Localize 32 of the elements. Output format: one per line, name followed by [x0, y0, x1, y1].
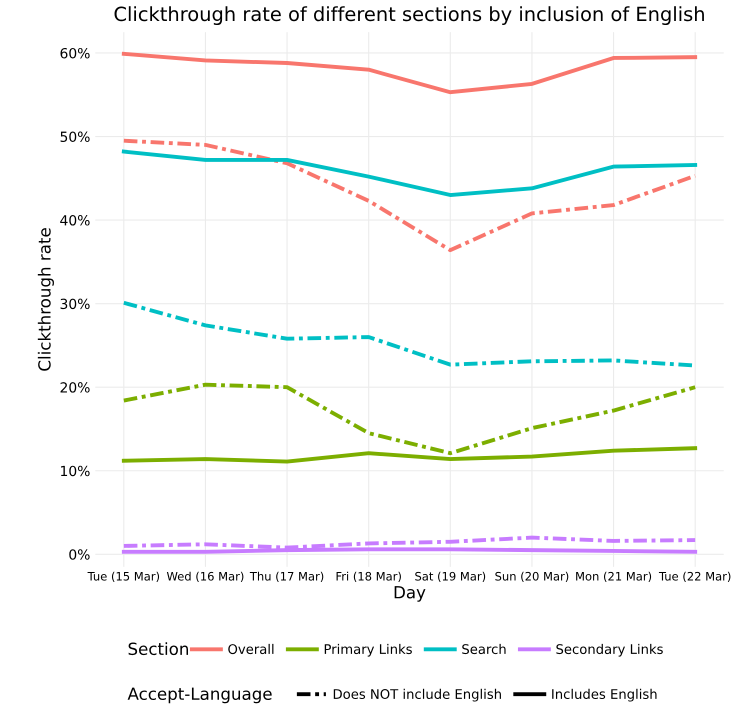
y-axis-title: Clickthrough rate	[38, 228, 54, 371]
y-tick-label: 30%	[60, 298, 90, 310]
x-tick-label: Mon (21 Mar)	[576, 572, 652, 582]
line-series	[122, 52, 698, 94]
chart-title: Clickthrough rate of different sections by inclusion of English	[114, 6, 704, 26]
y-tick-label: 10%	[61, 466, 90, 476]
x-tick-label: Sat (19 Mar)	[415, 572, 486, 582]
x-tick-label: Wed (16 Mar)	[166, 572, 244, 582]
y-tick-label: 60%	[60, 48, 90, 58]
line-series	[122, 150, 698, 197]
text: Includes English	[552, 688, 657, 702]
x-tick-label: Tue (22 Mar)	[658, 572, 730, 582]
x-axis-title: Day	[394, 586, 426, 602]
legend-label: Overall	[228, 644, 274, 654]
x-tick-label: Thu (17 Mar)	[250, 572, 324, 582]
text: Accept-Language	[128, 688, 272, 704]
legend-label: Secondary Links	[556, 644, 663, 657]
line-series	[122, 138, 698, 252]
line-series	[122, 536, 698, 550]
y-tick-label: 20%	[60, 382, 90, 393]
x-tick-label: Sun (20 Mar)	[495, 572, 568, 582]
y-tick-label: 50%	[60, 131, 90, 142]
y-tick-label: 0%	[69, 549, 90, 560]
x-tick-label: Fri (18 Mar)	[336, 572, 401, 582]
y-tick-label: 40%	[60, 215, 90, 226]
legend-label: Search	[462, 644, 506, 654]
text: Does NOT include English	[334, 688, 501, 702]
x-tick-label: Tue (15 Mar)	[88, 572, 160, 582]
line-series	[122, 446, 698, 464]
line-series	[122, 382, 698, 456]
legend-label: Primary Links	[324, 644, 412, 657]
text: Section	[128, 642, 188, 656]
